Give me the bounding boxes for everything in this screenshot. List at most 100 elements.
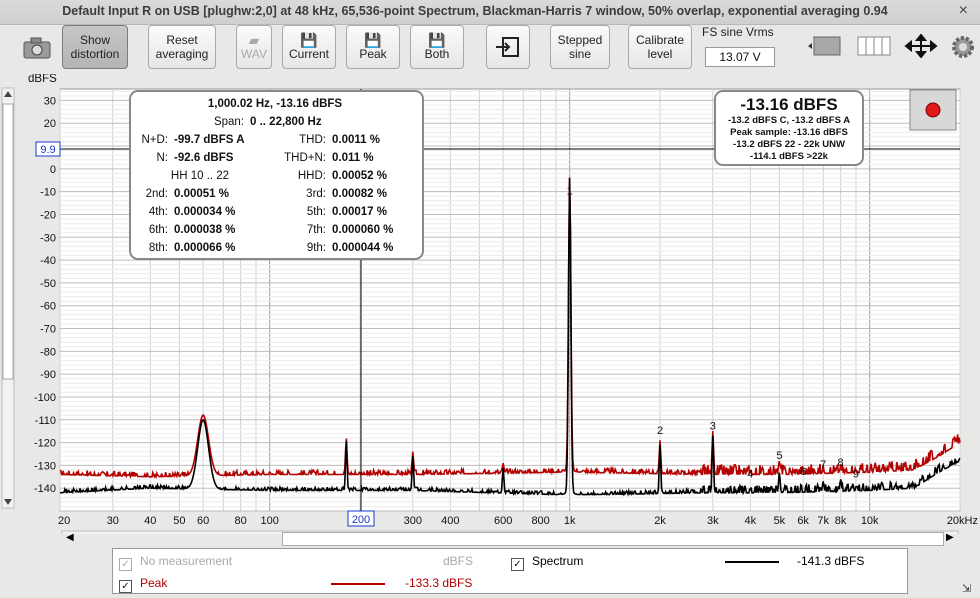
- scroll-right-icon[interactable]: ▶: [946, 532, 954, 543]
- fs-sine-input[interactable]: 13.07 V: [705, 47, 775, 67]
- calibrate-level-button[interactable]: Calibrate level: [628, 25, 692, 69]
- current-button[interactable]: 💾 Current: [282, 25, 336, 69]
- resize-grip-icon[interactable]: ⇲: [962, 583, 972, 595]
- level-line-4: -114.1 dBFS >22k: [750, 151, 829, 162]
- import-icon: [496, 37, 519, 57]
- y-tick-label: -80: [40, 346, 56, 358]
- peak-toggle[interactable]: ✓ Peak: [119, 576, 167, 593]
- readout-headline: 1,000.02 Hz, -13.16 dBFS: [208, 98, 343, 110]
- camera-icon: [23, 37, 51, 59]
- save-icon: 💾: [428, 32, 446, 48]
- x-tick-label: 1k: [564, 515, 576, 527]
- spectrum-toggle[interactable]: ✓ Spectrum: [511, 554, 583, 571]
- save-icon: 💾: [364, 32, 382, 48]
- x-tick-label: 50: [173, 515, 185, 527]
- harmonic-label: 7: [820, 459, 826, 471]
- checkbox[interactable]: ✓: [119, 558, 132, 571]
- y-tick-label: -90: [40, 369, 56, 381]
- y-tick-label: -140: [34, 483, 56, 495]
- stepped-sine-button[interactable]: Stepped sine: [550, 25, 610, 69]
- window-title: Default Input R on USB [plughw:2,0] at 4…: [62, 4, 888, 18]
- readout-cell: 6th:: [149, 224, 168, 236]
- legend-panel: ✓ No measurement dBFS ✓ Spectrum -141.3 dB…: [112, 548, 908, 594]
- x-tick-label: 400: [441, 515, 459, 527]
- both-button[interactable]: 💾 Both: [410, 25, 464, 69]
- readout-cell: 0.000034 %: [174, 206, 235, 218]
- harmonic-label: 2: [657, 425, 663, 437]
- title-bar: Default Input R on USB [plughw:2,0] at 4…: [0, 0, 980, 25]
- horizontal-scroll-thumb[interactable]: [282, 532, 944, 546]
- readout-cell: 3rd:: [306, 188, 326, 200]
- x-tick-label: 30: [107, 515, 119, 527]
- current-label: Current: [288, 47, 329, 61]
- x-tick-label: 7k: [817, 515, 829, 527]
- readout-cell: -92.6 dBFS: [174, 152, 234, 164]
- readout-cell: THD:: [299, 134, 326, 146]
- readout-cell: 0.000038 %: [174, 224, 235, 236]
- camera-button[interactable]: [22, 36, 52, 60]
- scroll-up-icon[interactable]: [4, 91, 12, 97]
- readout-cell: 0.00052 %: [332, 170, 387, 182]
- close-icon[interactable]: ×: [958, 2, 968, 19]
- readout-cell: N+D:: [141, 134, 168, 146]
- stepped-sine-label: Stepped sine: [557, 33, 603, 61]
- x-tick-label: 40: [144, 515, 156, 527]
- vertical-scroll-thumb[interactable]: [2, 103, 14, 380]
- trace-spectrum: [59, 178, 961, 497]
- checkbox[interactable]: ✓: [511, 558, 524, 571]
- grid-layout-icon[interactable]: [856, 34, 892, 58]
- peak-legend-line: [331, 583, 385, 585]
- peak-label: Peak: [140, 576, 168, 590]
- record-icon: [925, 102, 941, 118]
- fullscreen-icon[interactable]: [904, 34, 938, 58]
- readout-cell: 2nd:: [146, 188, 168, 200]
- trace-peak: [59, 177, 961, 480]
- wav-button[interactable]: ▰ WAV: [236, 25, 272, 69]
- y-axis-label: dBFS: [28, 74, 57, 85]
- fs-sine-label: FS sine Vrms: [702, 25, 774, 39]
- no-measurement-unit: dBFS: [443, 554, 474, 568]
- show-distortion-label: Show distortion: [70, 33, 120, 61]
- y-tick-label: 20: [44, 118, 56, 130]
- settings-gear-icon[interactable]: [950, 34, 976, 60]
- y-tick-label: -130: [34, 460, 56, 472]
- y-tick-label: -100: [34, 392, 56, 404]
- readout-cell: 5th:: [307, 206, 326, 218]
- y-tick-label: -120: [34, 438, 56, 450]
- readout-cell: 0.0011 %: [332, 134, 380, 146]
- y-tick-label: -60: [40, 301, 56, 313]
- y-tick-label: -110: [35, 415, 56, 427]
- peak-button[interactable]: 💾 Peak: [346, 25, 400, 69]
- harmonic-label: 3: [710, 420, 716, 432]
- checkbox[interactable]: ✓: [119, 580, 132, 593]
- readout-cell: 0.000044 %: [332, 242, 393, 254]
- readout-cell: -99.7 dBFS A: [174, 134, 245, 146]
- y-tick-label: -10: [40, 187, 56, 199]
- reset-averaging-button[interactable]: Reset averaging: [148, 25, 216, 69]
- level-line-2: Peak sample: -13.16 dBFS: [730, 127, 848, 138]
- readout-cell: HH 10 .. 22: [171, 170, 229, 182]
- y-cursor-readout: 9.9: [40, 144, 55, 156]
- scroll-down-icon[interactable]: [4, 499, 12, 505]
- harmonic-label: 6: [800, 466, 806, 478]
- level-line-3: -13.2 dBFS 22 - 22k UNW: [733, 139, 845, 150]
- readout-cell: 0.00051 %: [174, 188, 229, 200]
- spectrum-legend-line: [725, 561, 779, 563]
- x-tick-label: 2k: [654, 515, 666, 527]
- no-measurement-toggle[interactable]: ✓ No measurement: [119, 554, 232, 571]
- peak-label: Peak: [359, 47, 387, 61]
- calibrate-level-label: Calibrate level: [635, 33, 685, 61]
- x-tick-label: 20: [58, 515, 70, 527]
- show-distortion-button[interactable]: Show distortion: [62, 25, 128, 69]
- import-button[interactable]: [486, 25, 530, 69]
- spectrum-plot[interactable]: 1 2 3 4 5 6 789 30 20 100 -10 -20 -30 -40 -50 -60 -70 -8…: [0, 74, 980, 534]
- readout-cell: 0.011 %: [332, 152, 374, 164]
- x-tick-label: 4k: [744, 515, 756, 527]
- scroll-left-icon[interactable]: ◀: [66, 532, 74, 543]
- record-button[interactable]: [909, 89, 957, 131]
- y-tick-label: -50: [40, 278, 56, 290]
- y-tick-label: -30: [40, 232, 56, 244]
- x-tick-label: 5k: [774, 515, 786, 527]
- readout-cell: 4th:: [149, 206, 168, 218]
- window-layout-icon[interactable]: [806, 34, 846, 58]
